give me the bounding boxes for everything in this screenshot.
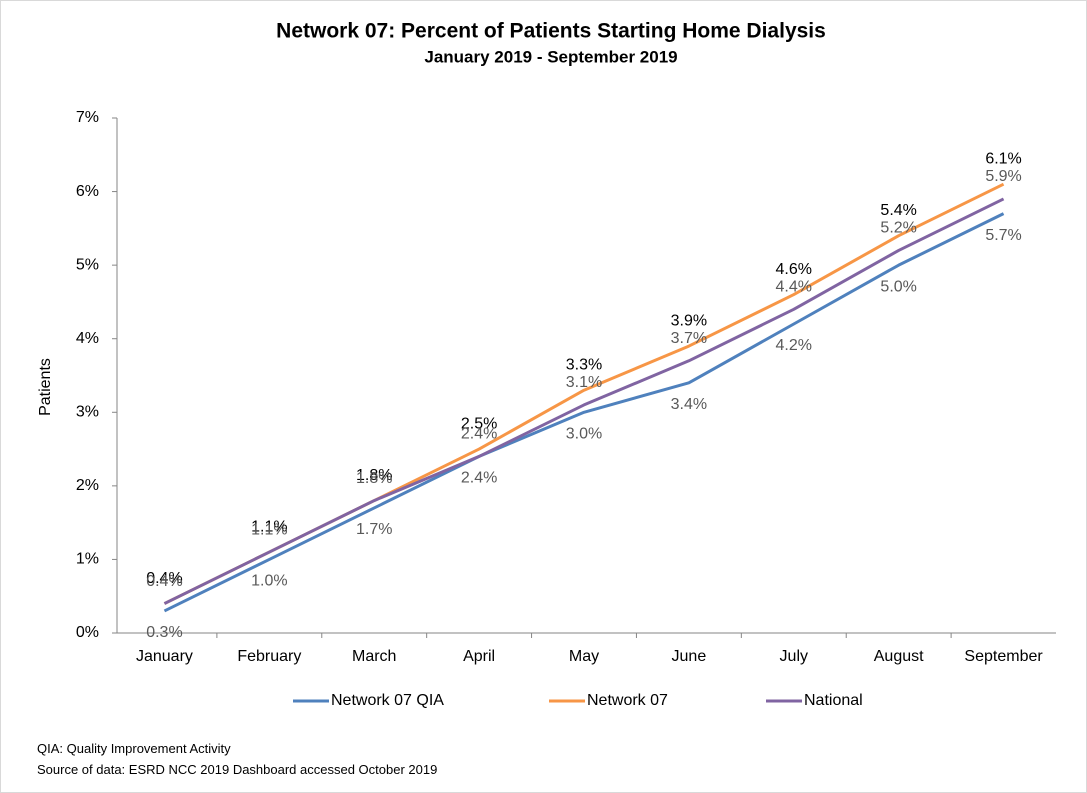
- y-tick-label: 3%: [76, 404, 99, 421]
- x-tick-label: September: [964, 648, 1043, 665]
- chart-subtitle: January 2019 - September 2019: [424, 47, 677, 66]
- y-tick-label: 6%: [76, 183, 99, 200]
- x-tick-label: July: [780, 648, 808, 665]
- data-label: 1.7%: [356, 521, 392, 538]
- data-label: 4.6%: [776, 261, 812, 278]
- data-label: 3.0%: [566, 426, 602, 443]
- data-label: 5.9%: [985, 168, 1021, 185]
- x-tick-label: August: [874, 648, 924, 665]
- x-tick-label: February: [237, 648, 301, 665]
- data-label: 5.0%: [880, 278, 916, 295]
- footnote: QIA: Quality Improvement Activity: [37, 741, 231, 756]
- data-label: 2.4%: [461, 426, 497, 443]
- data-label: 1.1%: [251, 518, 287, 535]
- data-label: 1.8%: [356, 467, 392, 484]
- data-label: 5.4%: [880, 202, 916, 219]
- data-label: 5.7%: [985, 227, 1021, 244]
- y-tick-label: 7%: [76, 109, 99, 126]
- data-label: 4.2%: [776, 337, 812, 354]
- chart-title: Network 07: Percent of Patients Starting…: [276, 20, 826, 43]
- data-label: 3.7%: [671, 330, 707, 347]
- data-label: 3.4%: [671, 396, 707, 413]
- data-label: 3.1%: [566, 374, 602, 391]
- data-label: 3.3%: [566, 356, 602, 373]
- y-tick-label: 4%: [76, 330, 99, 347]
- data-label: 0.3%: [146, 624, 182, 641]
- data-label: 0.4%: [146, 570, 182, 587]
- legend-label: Network 07 QIA: [331, 692, 444, 709]
- x-tick-label: April: [463, 648, 495, 665]
- x-tick-label: March: [352, 648, 396, 665]
- series-line: [163, 212, 1005, 613]
- x-tick-label: June: [672, 648, 707, 665]
- series-line: [163, 197, 1005, 605]
- data-label: 6.1%: [985, 150, 1021, 167]
- data-label: 2.4%: [461, 470, 497, 487]
- data-label: 1.1%: [251, 521, 287, 538]
- y-tick-label: 0%: [76, 624, 99, 641]
- data-label: 3.9%: [671, 312, 707, 329]
- legend-label: Network 07: [587, 692, 668, 709]
- x-tick-label: January: [136, 648, 193, 665]
- data-label: 1.0%: [251, 573, 287, 590]
- x-tick-label: May: [569, 648, 599, 665]
- data-label: 0.4%: [146, 573, 182, 590]
- y-tick-label: 1%: [76, 551, 99, 568]
- data-label: 2.5%: [461, 415, 497, 432]
- y-axis-label: Patients: [37, 358, 54, 416]
- data-label: 5.2%: [880, 220, 916, 237]
- y-tick-label: 2%: [76, 477, 99, 494]
- y-tick-label: 5%: [76, 256, 99, 273]
- data-label: 1.8%: [356, 470, 392, 487]
- footnote: Source of data: ESRD NCC 2019 Dashboard …: [37, 762, 438, 777]
- data-label: 4.4%: [776, 279, 812, 296]
- legend-label: National: [804, 692, 863, 709]
